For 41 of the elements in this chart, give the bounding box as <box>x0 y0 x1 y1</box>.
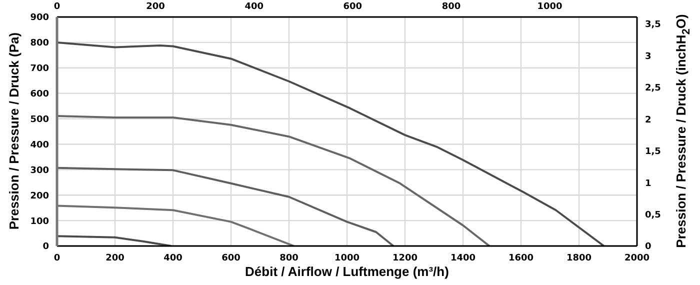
y2-tick-label: 2,5 <box>645 84 661 94</box>
y2-tick-label: 3 <box>645 52 652 62</box>
y-tick-label: 800 <box>30 38 49 49</box>
x-tick-label: 1600 <box>508 253 534 264</box>
y2-tick-label: 1,5 <box>645 147 661 158</box>
y2-tick-label: 0 <box>645 242 652 252</box>
x-tick-label: 600 <box>222 253 240 264</box>
x-tick-label: 1200 <box>392 253 418 264</box>
x-tick-label: 1000 <box>334 253 360 264</box>
x-tick-label: 0 <box>54 253 60 264</box>
x-tick-label: 1400 <box>450 253 476 264</box>
x2-tick-label: 200 <box>146 2 165 12</box>
y-tick-label: 900 <box>30 13 49 24</box>
x2-tick-label: 600 <box>343 2 362 12</box>
y2-tick-label: 0,5 <box>645 210 661 220</box>
line-series <box>57 114 490 246</box>
y-tick-label: 600 <box>30 90 49 100</box>
y-tick-label: 400 <box>30 140 49 150</box>
x2-tick-label: 1000 <box>537 2 562 12</box>
y2-tick-label: 2 <box>645 115 652 126</box>
x-tick-label: 2000 <box>624 253 650 264</box>
y-tick-label: 200 <box>30 191 49 202</box>
y-tick-label: 700 <box>30 64 49 74</box>
y2-tick-label: 1 <box>645 178 652 189</box>
y-tick-label: 100 <box>30 216 49 227</box>
line-series <box>57 41 605 246</box>
x-tick-label: 1800 <box>566 253 592 264</box>
y-tick-label: 0 <box>42 242 49 252</box>
x2-tick-label: 800 <box>442 2 461 12</box>
x-axis-title: Débit / Airflow / Luftmenge (m³/h) <box>245 264 449 279</box>
x-tick-label: 200 <box>106 253 124 264</box>
x2-tick-label: 0 <box>54 2 60 12</box>
y2-tick-label: 3,5 <box>645 20 661 30</box>
line-series <box>57 235 172 246</box>
y-axis-title: Pression / Pressure / Druck (Pa) <box>6 32 22 230</box>
x-tick-label: 400 <box>164 253 182 264</box>
x2-tick-label: 400 <box>244 2 264 12</box>
x-tick-label: 800 <box>280 253 298 264</box>
y-tick-label: 300 <box>30 166 49 176</box>
y-tick-label: 500 <box>30 114 49 125</box>
line-series <box>57 166 394 246</box>
